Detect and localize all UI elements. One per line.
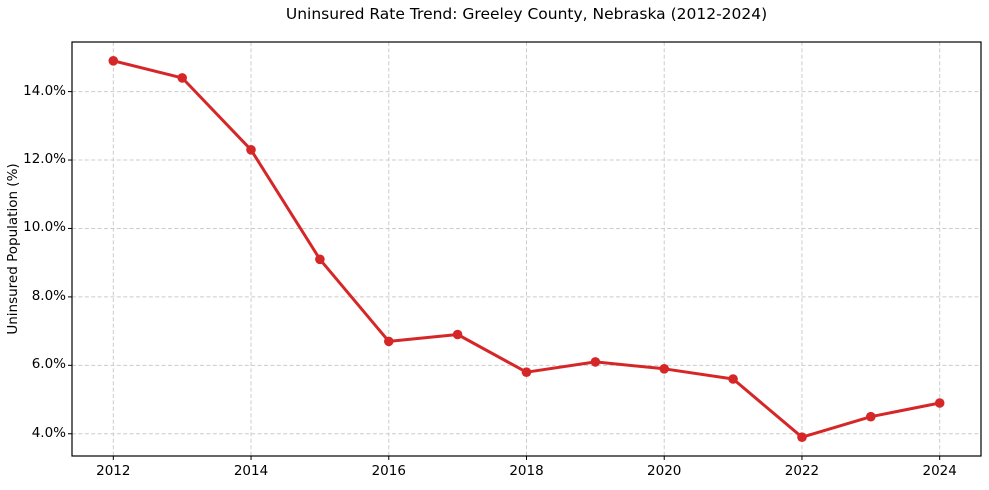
data-point-marker xyxy=(797,432,807,443)
data-point-marker xyxy=(246,145,256,155)
data-point-marker xyxy=(934,398,945,408)
data-point-marker xyxy=(315,254,325,265)
x-tick-label: 2024 xyxy=(922,463,957,479)
data-point-marker xyxy=(659,364,669,374)
x-tick-label: 2018 xyxy=(509,463,544,479)
data-point-marker xyxy=(866,411,876,422)
data-point-marker xyxy=(728,374,738,384)
data-point-marker xyxy=(521,367,532,378)
y-tick-label: 4.0% xyxy=(31,424,66,441)
data-point-marker xyxy=(108,56,119,66)
x-tick-label: 2022 xyxy=(784,463,820,479)
data-point-marker xyxy=(384,336,394,347)
x-tick-label: 2020 xyxy=(647,463,682,479)
x-tick-label: 2012 xyxy=(96,463,131,479)
data-point-marker xyxy=(452,329,463,340)
y-tick-label: 12.0% xyxy=(23,151,66,168)
data-point-marker xyxy=(590,357,601,367)
x-tick-label: 2014 xyxy=(233,463,269,479)
y-tick-label: 8.0% xyxy=(31,287,66,304)
chart-title: Uninsured Rate Trend: Greeley County, Ne… xyxy=(285,5,768,23)
y-tick-label: 10.0% xyxy=(23,219,66,236)
y-tick-label: 6.0% xyxy=(31,356,66,373)
y-tick-label: 14.0% xyxy=(23,82,66,99)
data-point-marker xyxy=(177,73,187,83)
x-tick-label: 2016 xyxy=(371,463,406,479)
